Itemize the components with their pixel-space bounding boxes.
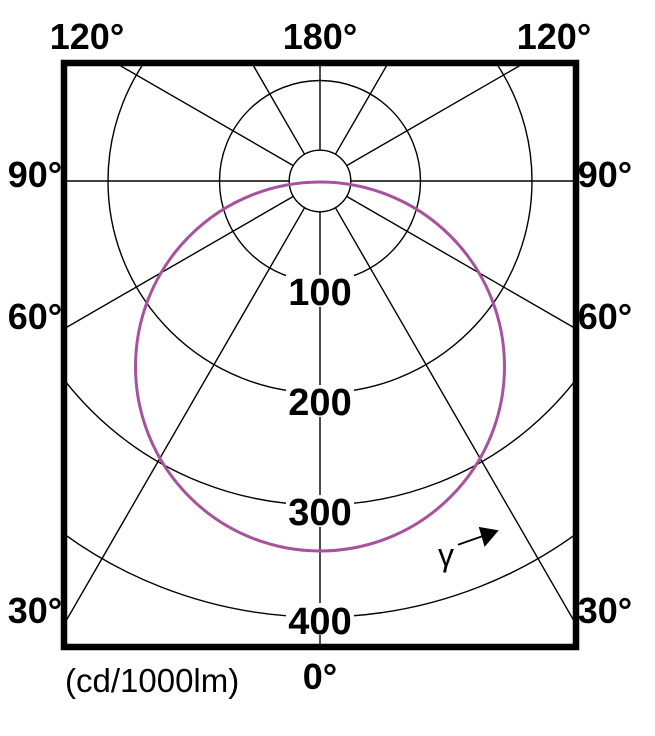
svg-text:60°: 60°: [8, 296, 62, 337]
svg-text:(cd/1000lm): (cd/1000lm): [65, 662, 239, 699]
svg-text:90°: 90°: [578, 154, 632, 195]
svg-text:30°: 30°: [8, 590, 62, 631]
svg-text:100: 100: [288, 272, 351, 314]
svg-text:γ: γ: [438, 537, 454, 573]
svg-text:120°: 120°: [517, 16, 591, 57]
svg-text:60°: 60°: [578, 296, 632, 337]
svg-text:400: 400: [288, 601, 351, 643]
svg-text:300: 300: [288, 492, 351, 534]
svg-text:200: 200: [288, 382, 351, 424]
svg-text:120°: 120°: [50, 16, 124, 57]
svg-text:180°: 180°: [283, 16, 357, 57]
svg-text:0°: 0°: [303, 656, 337, 697]
svg-text:90°: 90°: [8, 154, 62, 195]
svg-text:30°: 30°: [578, 590, 632, 631]
